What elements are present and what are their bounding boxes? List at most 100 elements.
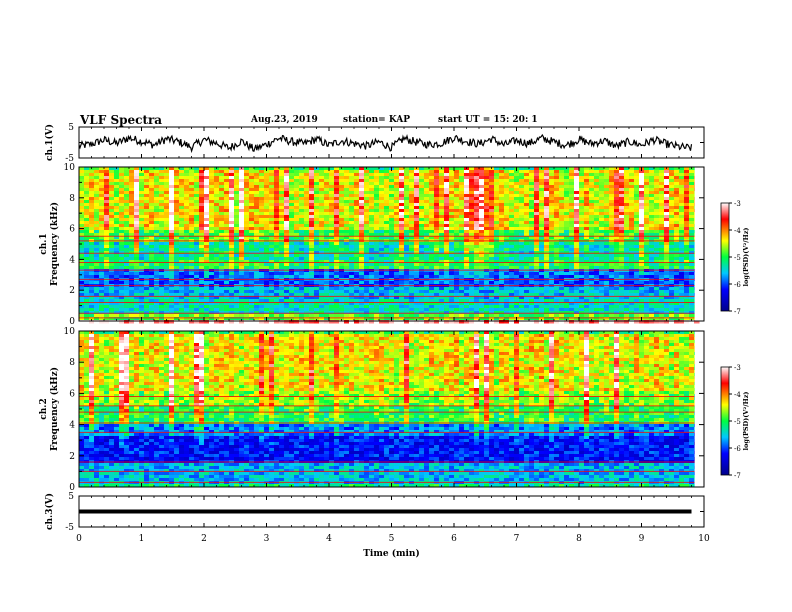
spectrogram-cell	[174, 302, 180, 306]
spectrogram-cell	[424, 296, 430, 300]
spectrogram-cell	[179, 248, 185, 252]
spectrogram-cell	[454, 212, 460, 216]
spectrogram-cell	[454, 290, 460, 294]
spectrogram-cell	[504, 203, 510, 207]
spectrogram-cell	[214, 302, 220, 306]
spectrogram-cell	[379, 191, 385, 195]
spectrogram-cell	[359, 254, 365, 258]
spectrogram-cell	[159, 215, 165, 219]
spectrogram-cell	[314, 176, 320, 180]
spectrogram-cell	[384, 173, 390, 177]
spectrogram-cell	[524, 260, 530, 264]
spectrogram-cell	[179, 266, 185, 270]
spectrogram-cell	[94, 206, 100, 210]
spectrogram-cell	[344, 185, 350, 189]
spectrogram-cell	[444, 260, 450, 264]
spectrogram-cell	[279, 230, 285, 234]
spectrogram-cell	[399, 311, 405, 315]
spectrogram-cell	[139, 320, 145, 324]
spectrogram-cell	[149, 209, 155, 213]
spectrogram-cell	[319, 236, 325, 240]
spectrogram-cell	[434, 212, 440, 216]
spectrogram-cell	[494, 248, 500, 252]
spectrogram-cell	[209, 209, 215, 213]
spectrogram-cell	[214, 275, 220, 279]
spectrogram-cell	[224, 194, 230, 198]
spectrogram-cell	[104, 236, 110, 240]
spectrogram-cell	[319, 296, 325, 300]
spectrogram-cell	[389, 176, 395, 180]
spectrogram-cell	[444, 275, 450, 279]
spectrogram-cell	[339, 305, 345, 309]
spectrogram-cell	[449, 224, 455, 228]
spectrogram-cell	[79, 254, 85, 258]
spectrogram-cell	[109, 206, 115, 210]
spectrogram-cell	[379, 305, 385, 309]
spectrogram-cell	[379, 242, 385, 246]
spectrogram-cell	[304, 314, 310, 318]
spectrogram-cell	[414, 311, 420, 315]
spectrogram-cell	[169, 302, 175, 306]
spectrogram-cell	[284, 233, 290, 237]
spectrogram-cell	[454, 257, 460, 261]
spectrogram-cell	[269, 320, 275, 324]
spectrogram-cell	[394, 224, 400, 228]
spectrogram-cell	[204, 254, 210, 258]
spectrogram-cell	[479, 236, 485, 240]
spectrogram-cell	[79, 170, 85, 174]
spectrogram-cell	[189, 308, 195, 312]
spectrogram-cell	[214, 263, 220, 267]
spectrogram-cell	[424, 233, 430, 237]
spectrogram-cell	[209, 170, 215, 174]
spectrogram-cell	[334, 197, 340, 201]
spectrogram-cell	[109, 203, 115, 207]
spectrogram-cell	[429, 173, 435, 177]
spectrogram-cell	[279, 293, 285, 297]
spectrogram-cell	[244, 302, 250, 306]
spectrogram-cell	[314, 287, 320, 291]
spectrogram-cell	[159, 188, 165, 192]
spectrogram-cell	[214, 314, 220, 318]
spectrogram-cell	[454, 245, 460, 249]
spectrogram-cell	[504, 209, 510, 213]
spectrogram-cell	[494, 206, 500, 210]
spectrogram-cell	[154, 320, 160, 324]
spectrogram-cell	[139, 236, 145, 240]
spectrogram-cell	[399, 227, 405, 231]
spectrogram-cell	[304, 179, 310, 183]
spectrogram-cell	[199, 209, 205, 213]
spectrogram-cell	[129, 320, 135, 324]
spectrogram-cell	[439, 203, 445, 207]
spectrogram-cell	[209, 320, 215, 324]
spectrogram-cell	[189, 206, 195, 210]
spectrogram-cell	[439, 275, 445, 279]
spectrogram-cell	[274, 272, 280, 276]
spectrogram-cell	[444, 209, 450, 213]
spectrogram-cell	[334, 311, 340, 315]
spectrogram-cell	[224, 230, 230, 234]
spectrogram-cell	[154, 248, 160, 252]
spectrogram-cell	[289, 233, 295, 237]
spectrogram-cell	[344, 230, 350, 234]
spectrogram-cell	[389, 191, 395, 195]
spectrogram-cell	[149, 200, 155, 204]
spectrogram-cell	[209, 224, 215, 228]
spectrogram-cell	[149, 305, 155, 309]
spectrogram-cell	[334, 317, 340, 321]
spectrogram-cell	[269, 191, 275, 195]
spectrogram-cell	[219, 188, 225, 192]
spectrogram-cell	[279, 215, 285, 219]
spectrogram-cell	[129, 299, 135, 303]
spectrogram-cell	[524, 320, 530, 324]
spectrogram-cell	[454, 263, 460, 267]
spectrogram-cell	[144, 290, 150, 294]
spectrogram-cell	[444, 194, 450, 198]
spectrogram-cell	[89, 188, 95, 192]
spectrogram-cell	[474, 290, 480, 294]
spectrogram-cell	[259, 200, 265, 204]
spectrogram-cell	[164, 272, 170, 276]
spectrogram-cell	[174, 317, 180, 321]
spectrogram-cell	[159, 236, 165, 240]
spectrogram-cell	[254, 236, 260, 240]
spectrogram-cell	[89, 287, 95, 291]
